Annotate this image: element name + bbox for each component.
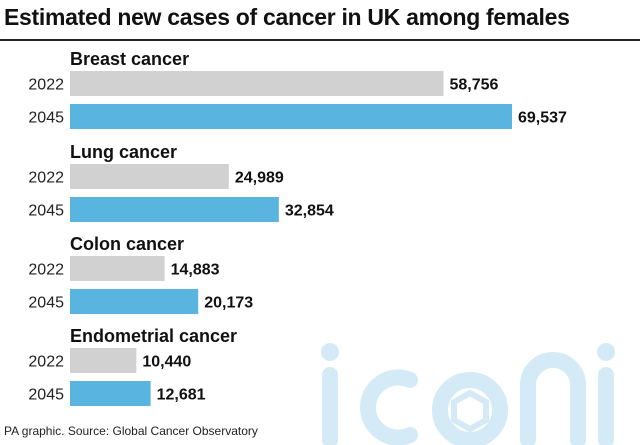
source-note: PA graphic. Source: Global Cancer Observ… [4, 424, 258, 438]
bar-2045 [70, 104, 512, 129]
group-label: Endometrial cancer [70, 326, 237, 346]
chart-title: Estimated new cases of cancer in UK amon… [4, 4, 570, 30]
year-label: 2022 [28, 170, 64, 187]
year-label: 2045 [28, 203, 64, 220]
year-label: 2022 [28, 262, 64, 279]
bar-chart: Breast cancer 2022 58,756 2045 69,537 Lung ca… [28, 49, 567, 406]
bar-2045 [70, 289, 199, 314]
year-label: 2045 [28, 387, 64, 404]
value-label: 20,173 [204, 295, 253, 312]
value-label: 24,989 [235, 170, 284, 187]
value-label: 58,756 [449, 77, 498, 94]
value-label: 12,681 [157, 387, 206, 404]
group-label: Colon cancer [70, 234, 184, 254]
bar-2022 [70, 348, 137, 373]
bar-2045 [70, 197, 279, 222]
bar-2022 [70, 164, 229, 189]
bar-2022 [70, 256, 165, 281]
year-label: 2045 [28, 110, 64, 127]
bar-2045 [70, 381, 151, 406]
value-label: 10,440 [142, 354, 191, 371]
year-label: 2022 [28, 354, 64, 371]
group-label: Breast cancer [70, 49, 189, 69]
year-label: 2022 [28, 77, 64, 94]
title-divider [0, 39, 640, 41]
group-label: Lung cancer [70, 142, 177, 162]
bar-2022 [70, 71, 444, 96]
value-label: 32,854 [285, 203, 334, 220]
year-label: 2045 [28, 295, 64, 312]
value-label: 14,883 [171, 262, 220, 279]
value-label: 69,537 [518, 110, 567, 127]
